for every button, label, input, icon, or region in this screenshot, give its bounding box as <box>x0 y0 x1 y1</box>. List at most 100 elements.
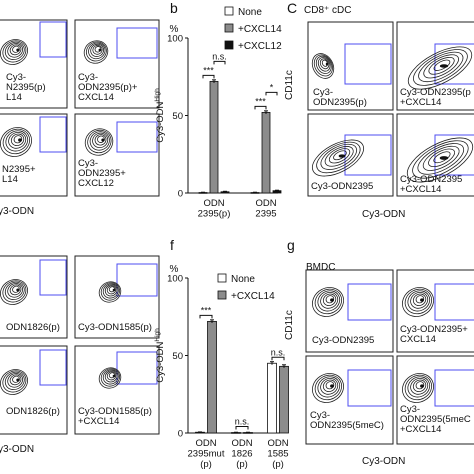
x-tick-label: ODN 2395 <box>255 198 276 219</box>
flow-label-g1: Cy3-ODN2395 <box>312 335 374 346</box>
panel-letter-f: f <box>170 237 174 253</box>
contour-line <box>4 41 25 61</box>
contour-line <box>94 46 102 53</box>
contour-line <box>9 374 22 386</box>
contour-line <box>4 371 25 391</box>
contour-line <box>92 132 109 149</box>
contour-core <box>18 138 22 142</box>
contour-core <box>112 374 116 378</box>
contour-line <box>90 43 105 57</box>
x-axis-label-a: y3-ODN <box>0 206 34 217</box>
contour-line <box>7 43 24 58</box>
contour-core <box>439 64 449 68</box>
contour-line <box>320 378 339 395</box>
gate-g4 <box>434 369 474 407</box>
panel-f: f 0 50 100% Cy3-ODNHigh ODN 2395mut (p) ODN 1826… <box>154 237 289 470</box>
contour-core <box>439 156 449 160</box>
contour-line <box>320 292 339 309</box>
legend-swatch <box>217 273 227 283</box>
legend-swatch <box>224 23 234 33</box>
significance-label: n.s. <box>212 51 227 61</box>
significance-label: n.s. <box>235 417 250 427</box>
x-tick-label: ODN 1826 (p) <box>231 438 252 470</box>
contour-line <box>12 45 20 53</box>
contour-c1 <box>311 53 335 79</box>
contour-core <box>112 288 116 292</box>
flow-label-c2: Cy3-ODN2395(p +CXCL14 <box>400 87 471 108</box>
flow-label-c4: Cy3-ODN2395 +CXCL14 <box>400 174 462 195</box>
panel-letter-b: b <box>170 0 178 16</box>
contour-line <box>322 293 337 306</box>
bar <box>209 81 219 194</box>
contour-e4 <box>98 367 122 389</box>
contour-line <box>404 288 433 315</box>
gate-a4 <box>116 121 158 153</box>
significance-label: *** <box>201 305 212 315</box>
contour-line <box>8 132 27 149</box>
significance-bracket <box>265 91 278 96</box>
contour-g4 <box>402 373 434 403</box>
gate-e4 <box>116 351 158 385</box>
contour-line <box>316 141 361 174</box>
contour-line <box>0 279 28 305</box>
contour-line <box>100 368 120 387</box>
contour-line <box>317 290 341 312</box>
flow-label-e4: Cy3-ODN1585(p) +CXCL14 <box>78 406 152 427</box>
contour-line <box>10 133 25 146</box>
contour-line <box>402 373 434 403</box>
contour-line <box>407 290 431 312</box>
contour-line <box>4 281 25 301</box>
contour-core <box>98 48 102 52</box>
panel-title-c: CD8⁺ cDC <box>304 5 352 16</box>
contour-line <box>0 369 28 395</box>
contour-line <box>333 150 347 161</box>
contour-line <box>102 283 119 299</box>
panel-letter-g: g <box>287 237 295 253</box>
flow-label-c1: Cy3-ODN2395(p) <box>313 87 367 108</box>
flow-label-g3: Cy3-ODN2395(5meC) <box>310 410 384 431</box>
contour-line <box>2 40 27 63</box>
y-axis-label: Cy3-ODNHigh <box>154 88 166 143</box>
panel-letter-c: C <box>287 0 297 16</box>
gate-g3 <box>347 369 392 407</box>
flow-plot-c1 <box>307 21 394 111</box>
contour-line <box>312 373 344 403</box>
contour-line <box>406 137 474 183</box>
contour-line <box>12 285 20 293</box>
legend-label: None <box>231 274 255 285</box>
contour-line <box>423 54 459 79</box>
legend-label: +CXCL12 <box>238 41 282 52</box>
contour-core <box>330 298 334 302</box>
contour-line <box>433 151 451 164</box>
contour-line <box>108 372 116 379</box>
flow-label-e2: Cy3-ODN1585(p) <box>78 322 152 333</box>
significance-bracket <box>254 105 267 110</box>
contour-line <box>313 54 333 77</box>
flow-plot-e3 <box>0 345 68 435</box>
contour-core <box>420 384 424 388</box>
contour-line <box>98 367 122 389</box>
contour-line <box>317 376 341 398</box>
contour-line <box>88 42 106 60</box>
contour-line <box>2 280 27 303</box>
significance-label: * <box>270 82 274 92</box>
x-tick-label: ODN 2395mut (p) <box>188 438 225 470</box>
gate-g1 <box>347 283 392 321</box>
contour-line <box>0 39 28 65</box>
contour-line <box>5 130 29 152</box>
significance-bracket <box>235 426 249 430</box>
panel-a: Cy3-N2395(p) L14 Cy3-ODN2395(p)+ CXCL14 N2… <box>0 19 160 217</box>
contour-c2 <box>407 46 473 90</box>
contour-line <box>410 292 429 309</box>
contour-line <box>324 146 354 167</box>
contour-line <box>321 59 329 67</box>
contour-line <box>100 282 120 301</box>
contour-line <box>402 287 434 317</box>
contour-core <box>325 62 329 66</box>
x-axis-label-c: Cy3-ODN <box>362 209 405 220</box>
contour-e2 <box>98 281 122 303</box>
contour-a3 <box>0 127 32 157</box>
contour-line <box>94 134 107 146</box>
contour-line <box>428 148 456 168</box>
flow-label-a1: Cy3-N2395(p) L14 <box>6 72 46 103</box>
